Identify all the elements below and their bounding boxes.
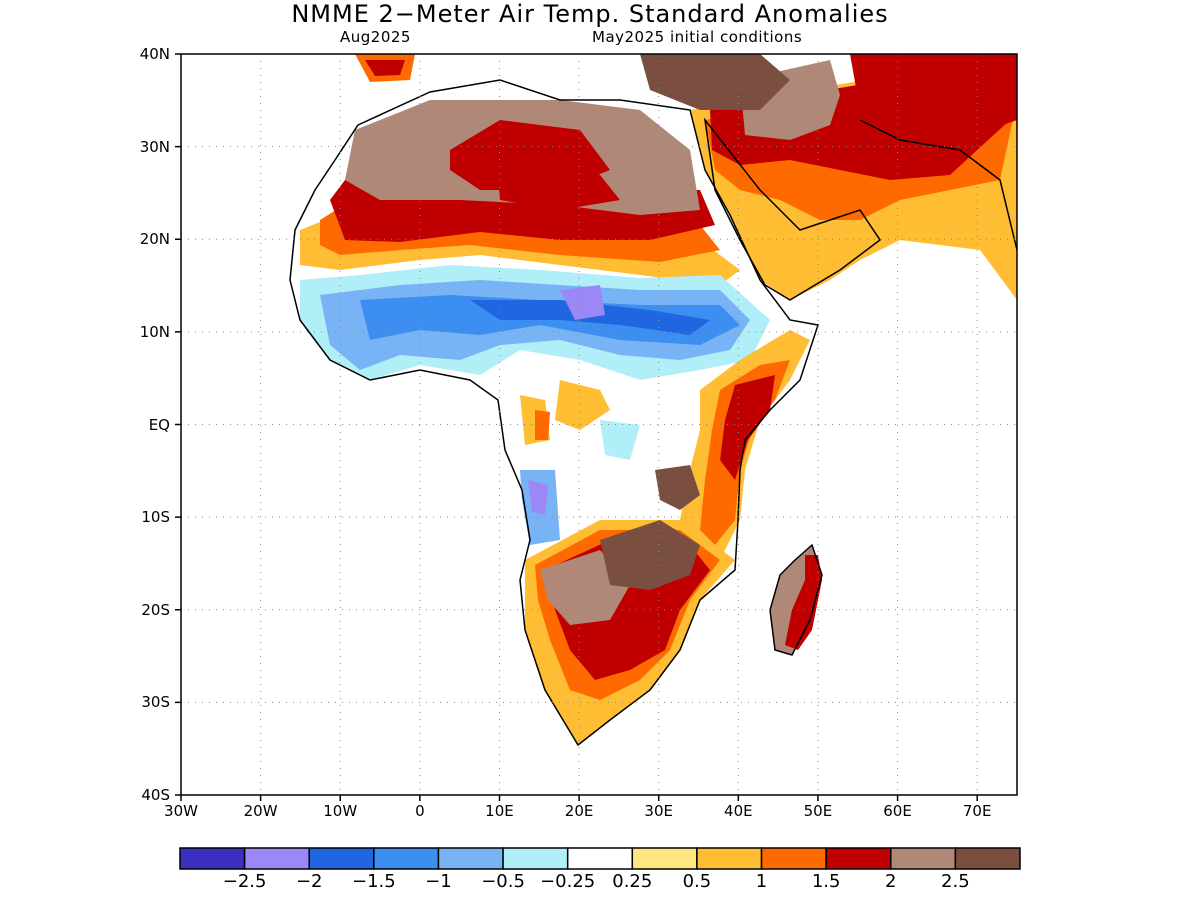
color-bar-swatch [308,847,375,870]
color-bar-swatch [631,847,698,870]
lat-tick-label: 10N [139,322,170,341]
lat-tick-label: 40N [139,45,170,63]
color-bar-swatch [890,847,957,870]
initial-conditions-label: May2025 initial conditions [592,28,803,46]
color-bar-swatch [179,847,246,870]
color-bar-swatch [437,847,504,870]
color-bar-tick-label: −2.5 [222,871,267,892]
color-bar-tick-label: −2 [295,871,323,892]
coastline-outline [289,79,1017,747]
valid-month-label: Aug2025 [340,28,411,46]
lat-tick-label: 20N [139,230,170,249]
lon-tick-label: 20W [243,802,278,820]
lon-tick-label: 30W [164,802,198,820]
lat-tick-label: 20S [141,600,170,619]
lon-tick-label: 30E [644,802,673,820]
lat-tick-label: 30N [139,137,170,156]
color-bar-tick-label: 0.5 [682,871,712,892]
map-plot-area [181,54,1017,795]
lon-tick-label: 0 [415,802,425,820]
color-bar-tick-label: −1.5 [351,871,396,892]
color-bar-swatch [825,847,892,870]
color-bar-tick-label: 2 [885,871,897,892]
color-bar-swatch [954,847,1021,870]
color-bar [179,847,1021,870]
africa-anomaly-shading [290,54,1017,745]
color-bar-swatch [243,847,310,870]
lat-tick-label: 10S [141,508,170,527]
lat-tick-label: EQ [148,415,170,434]
color-bar-swatch [502,847,569,870]
map-title: NMME 2−Meter Air Temp. Standard Anomalie… [291,0,889,28]
color-bar-tick-label: −0.5 [481,871,525,892]
color-bar-tick-label: 1 [755,871,768,892]
color-bar-tick-label: 2.5 [941,871,970,892]
color-bar-swatch [566,847,634,870]
color-bar-tick-label: 0.25 [612,871,653,892]
lon-tick-label: 10W [323,802,358,820]
lat-tick-label: 30S [141,693,170,712]
color-bar-tick-label: −1 [425,871,452,892]
lat-tick-label: 40S [141,786,170,804]
color-bar-tick-label: −0.25 [540,871,596,892]
color-bar-swatch [760,847,827,870]
color-bar-swatch [696,847,763,870]
lon-tick-label: 50E [803,802,833,820]
color-bar-swatch [373,847,440,870]
color-bar-tick-label: 1.5 [811,871,841,892]
lon-tick-label: 70E [962,802,992,820]
lon-tick-label: 10E [485,802,514,820]
lon-tick-label: 40E [724,802,753,820]
lon-tick-label: 60E [883,802,912,820]
lon-tick-label: 20E [564,802,594,820]
axis-tickmarks [175,53,978,801]
